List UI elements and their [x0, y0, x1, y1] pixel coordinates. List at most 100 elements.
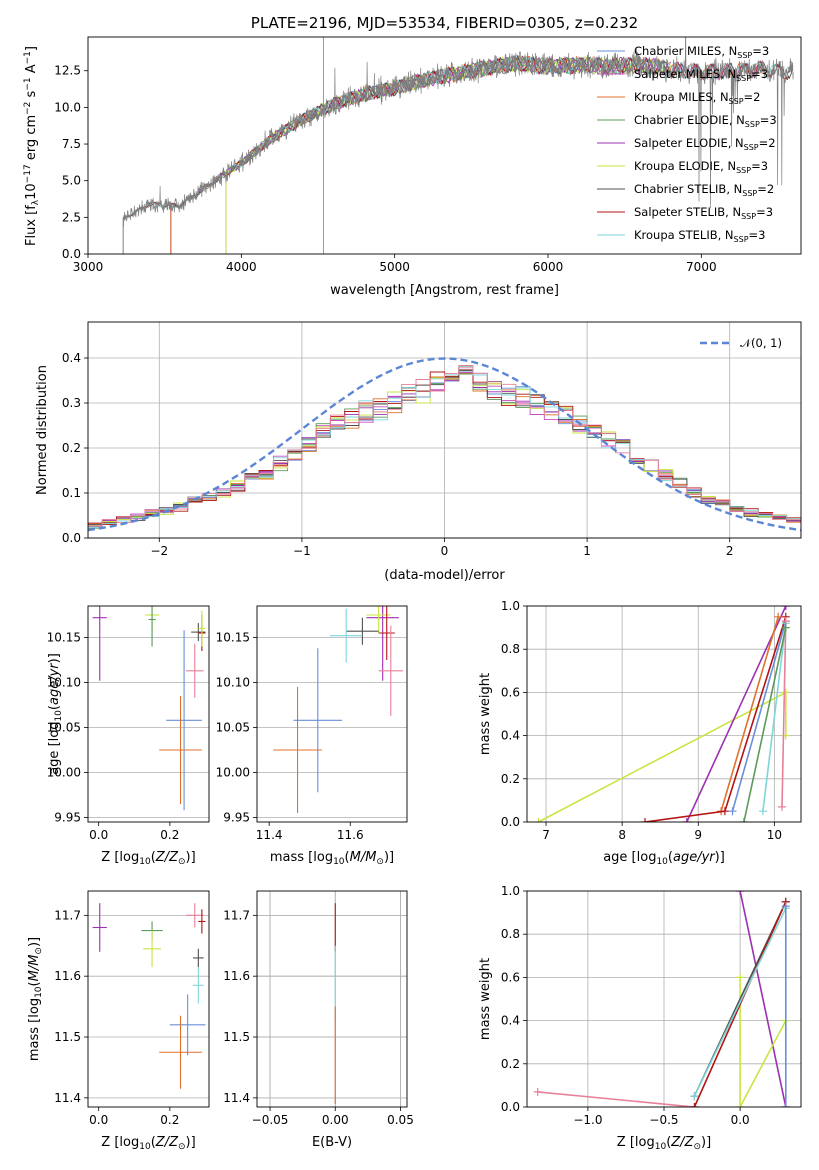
x-tick-label: 6000: [533, 260, 564, 274]
y-axis-label: Flux [fλ10−17 erg cm−2 s−1 A−1]: [23, 46, 41, 246]
y-tick-label: 9.95: [223, 811, 250, 825]
x-tick-label: 0.0: [89, 1113, 108, 1127]
y-tick-label: 11.5: [54, 1030, 81, 1044]
y-tick-label: 0.4: [62, 351, 81, 365]
y-tick-label: 11.5: [223, 1030, 250, 1044]
y-tick-label: 0.0: [62, 531, 81, 545]
x-tick-label: 3000: [73, 260, 104, 274]
x-axis-label: age [log10(age/yr)]: [603, 850, 725, 867]
y-axis-label: mass [log10(M/M⊙)]: [27, 937, 44, 1061]
x-axis-label: wavelength [Angstrom, rest frame]: [330, 283, 559, 298]
legend: Chabrier MILES, NSSP=3 Salpeter MILES, NS…: [597, 44, 777, 244]
age-vs-mass-panel: 11.4 11.6 9.95 10.00 10.05 10.10 10.15 mass [lo…: [216, 605, 408, 867]
y-tick-label: 12.5: [54, 64, 81, 78]
x-axis-label: Z [log10(Z/Z⊙)]: [617, 1135, 711, 1152]
axes-frame: [87, 890, 210, 1108]
legend-entry: Kroupa ELODIE, NSSP=3: [634, 159, 768, 175]
weight-lines: [534, 606, 790, 822]
x-tick-label: 0.05: [387, 1113, 414, 1127]
weight-line-chabrier_miles: [731, 620, 787, 812]
x-tick-label: −0.05: [252, 1113, 289, 1127]
y-tick-label: 9.95: [54, 811, 81, 825]
y-tick-label: 11.6: [223, 969, 250, 983]
legend-entry: 𝒩(0, 1): [740, 336, 782, 350]
weight-line-kroupa_stelib: [762, 623, 787, 812]
weight-marker-salpeter_elodie: [781, 606, 790, 610]
weight-lines: [533, 891, 790, 1107]
legend-entry: Kroupa STELIB, NSSP=3: [634, 228, 765, 244]
y-tick-label: 0.1: [62, 486, 81, 500]
weight-line-salpeter_elodie: [686, 606, 787, 822]
observed-spectrum: [122, 37, 794, 227]
y-tick-label: 5.0: [62, 174, 81, 188]
legend-entry: Chabrier STELIB, NSSP=2: [634, 182, 774, 198]
x-tick-label: 1: [583, 544, 591, 558]
weight-marker-kroupa_elodie: [534, 818, 543, 822]
histograms: [88, 357, 801, 538]
y-tick-label: 10.15: [47, 631, 81, 645]
x-axis-label: Z [log10(Z/Z⊙)]: [101, 850, 195, 867]
chart-title: PLATE=2196, MJD=53534, FIBERID=0305, z=0…: [251, 14, 638, 32]
axes-frame: [526, 605, 802, 823]
x-tick-label: 4000: [226, 260, 257, 274]
weight-marker-salpeter_stelib: [640, 818, 649, 822]
axes-frame: [87, 36, 802, 255]
model-spectrum-chabrier_elodie: [225, 53, 671, 254]
y-tick-label: 10.00: [216, 766, 250, 780]
x-tick-label: 7000: [686, 260, 717, 274]
legend-entry: Salpeter ELODIE, NSSP=2: [634, 136, 776, 152]
y-tick-label: 0.2: [62, 441, 81, 455]
x-tick-label: 8: [618, 828, 626, 842]
normal-curve: [88, 357, 801, 532]
weight-line-pink: [537, 1091, 695, 1107]
axes-frame: [256, 890, 408, 1108]
y-tick-label: 11.4: [223, 1091, 250, 1105]
weight-marker-kroupa_elodie: [781, 688, 790, 697]
weight-marker-salpeter_stelib: [690, 1103, 699, 1107]
weight-line-salpeter_stelib: [693, 901, 787, 1107]
y-tick-label: 0.4: [501, 729, 520, 743]
x-tick-label: 2: [726, 544, 734, 558]
weight-line-kroupa_stelib: [693, 907, 787, 1097]
error-bars: [92, 903, 206, 1089]
model-spectrum-salpeter_elodie: [225, 55, 671, 254]
weight-marker-kroupa_stelib: [758, 807, 767, 816]
spectrum-lines: [122, 37, 794, 254]
y-tick-label: 11.7: [223, 908, 250, 922]
x-tick-label: 0.0: [731, 1113, 750, 1127]
model-spectrum-chabrier_stelib: [122, 54, 794, 254]
weight-marker-salpeter_stelib: [720, 807, 729, 816]
mass-weight-vs-metallicity-panel: −1.0 −0.5 0.0 0.0 0.2 0.4 0.6 0.8 1.0 Z [log10(Z/…: [478, 884, 802, 1152]
error-bars: [273, 606, 403, 813]
weight-marker-chabrier_elodie: [739, 818, 748, 822]
x-axis-label: (data-model)/error: [384, 568, 505, 583]
weight-marker-kroupa_stelib: [690, 1092, 699, 1101]
model-spectrum-kroupa_elodie: [225, 54, 671, 254]
y-tick-label: 10.15: [216, 631, 250, 645]
x-tick-label: 11.6: [337, 828, 364, 842]
x-tick-label: 5000: [379, 260, 410, 274]
legend-entry: Kroupa MILES, NSSP=2: [634, 90, 760, 106]
y-tick-label: 10.05: [47, 721, 81, 735]
axes-frame: [87, 321, 802, 539]
x-tick-label: −1.0: [573, 1113, 602, 1127]
mass-vs-metallicity-panel: 0.0 0.2 11.4 11.5 11.6 11.7 Z [log10(Z/Z⊙)] mas…: [27, 890, 210, 1152]
y-tick-label: 10.0: [54, 100, 81, 114]
x-axis-label: Z [log10(Z/Z⊙)]: [101, 1135, 195, 1152]
weight-marker-chabrier_elodie: [781, 623, 790, 632]
x-tick-label: 0: [441, 544, 449, 558]
y-tick-label: 0.8: [501, 642, 520, 656]
weight-marker-pink: [777, 802, 786, 811]
weight-line-kroupa_elodie: [739, 977, 787, 1107]
weight-marker-pink: [533, 1087, 542, 1096]
y-axis-label: mass weight: [478, 958, 493, 1040]
y-tick-label: 11.4: [54, 1091, 81, 1105]
legend-entry: Chabrier ELODIE, NSSP=3: [634, 113, 777, 129]
x-tick-label: 0.00: [322, 1113, 349, 1127]
x-tick-label: 9: [694, 828, 702, 842]
model-spectrum-salpeter_stelib: [122, 55, 794, 254]
residual-histogram-panel: −2 −1 0 1 2 0.0 0.1 0.2 0.3 0.4 (data-model)/error…: [35, 321, 802, 583]
y-tick-label: 1.0: [501, 599, 520, 613]
y-tick-label: 11.7: [54, 908, 81, 922]
